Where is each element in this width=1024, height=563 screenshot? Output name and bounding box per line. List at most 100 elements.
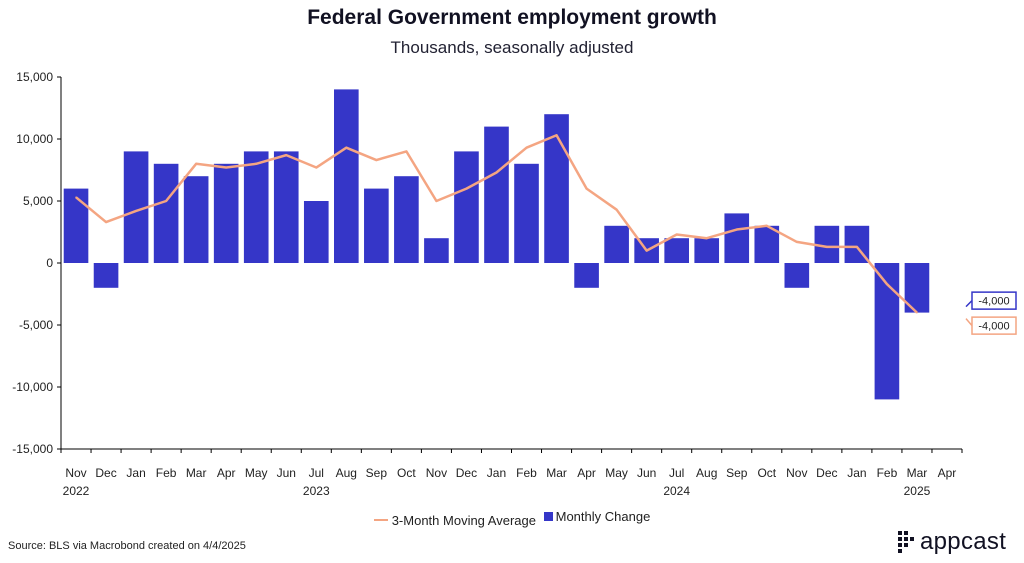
bar-monthly-change: [243, 151, 269, 263]
source-note: Source: BLS via Macrobond created on 4/4…: [8, 540, 246, 552]
moving-average-point: [225, 166, 227, 169]
moving-average-point: [525, 146, 528, 149]
moving-average-point: [826, 246, 828, 248]
x-tick-label: Feb: [516, 466, 537, 480]
bar-monthly-change: [273, 151, 299, 263]
moving-average-point: [435, 200, 438, 202]
moving-average-point: [615, 208, 618, 211]
moving-average-point: [765, 225, 768, 227]
x-tick-label: Feb: [877, 466, 898, 480]
x-tick-label: Oct: [757, 466, 776, 480]
x-tick-label: Apr: [217, 466, 236, 480]
moving-average-point: [105, 221, 107, 223]
x-tick-label: Nov: [426, 466, 447, 480]
x-tick-label: May: [605, 466, 628, 480]
x-tick-label: Aug: [696, 466, 717, 480]
x-tick-label: Mar: [907, 466, 928, 480]
moving-average-point: [675, 233, 678, 236]
bar-monthly-change: [484, 126, 509, 263]
bar-monthly-change: [694, 238, 720, 263]
x-tick-label: Jul: [309, 466, 324, 480]
moving-average-point: [135, 210, 137, 212]
bar-monthly-change: [604, 225, 629, 263]
bar-monthly-change: [63, 188, 89, 263]
x-tick-label: Dec: [95, 466, 116, 480]
x-axis: Nov Dec Jan Feb Mar Apr May Jun Jul Aug Sep Oct Nov D…: [60, 448, 963, 498]
legend-item-moving-average: 3-Month Moving Average: [373, 513, 536, 528]
y-tick-label: -5,000: [19, 318, 53, 332]
bar-monthly-change: [574, 263, 599, 288]
chart-title: Federal Government employment growth: [307, 6, 717, 29]
moving-average-point: [345, 146, 348, 149]
y-tick-label: 0: [46, 256, 53, 270]
x-tick-label: Jan: [847, 466, 866, 480]
y-tick-label: 15,000: [16, 70, 53, 84]
appcast-brand-text: appcast: [920, 528, 1007, 555]
x-tick-label: Nov: [786, 466, 807, 480]
bars: [63, 89, 930, 400]
moving-average-point: [886, 283, 888, 285]
x-tick-label: Apr: [938, 466, 957, 480]
x-tick-label: Jan: [126, 466, 145, 480]
moving-average-point: [495, 171, 498, 174]
bar-monthly-change: [153, 163, 179, 263]
x-tick-label: Dec: [456, 466, 477, 480]
bar-monthly-change: [303, 201, 329, 263]
moving-average-point: [585, 187, 588, 190]
y-axis: 15,000 10,000 5,000 0 -5,000 -10,000 -15,000: [12, 70, 62, 456]
x-tick-label: Jul: [669, 466, 684, 480]
bar-monthly-change: [454, 151, 479, 263]
legend: 3-Month Moving Average Monthly Change: [0, 509, 1024, 528]
y-tick-label: -10,000: [12, 380, 53, 394]
moving-average-point: [255, 163, 258, 165]
moving-average-point: [405, 150, 408, 153]
y-tick-label: 10,000: [16, 132, 53, 146]
bar-monthly-change: [724, 213, 750, 263]
x-tick-label: Aug: [336, 466, 357, 480]
y-tick-label: -15,000: [12, 442, 53, 456]
x-tick-label: Sep: [366, 466, 388, 480]
x-tick-label: Mar: [546, 466, 567, 480]
bar-monthly-change: [394, 176, 419, 263]
chart-area: 15,000 10,000 5,000 0 -5,000 -10,000 -15,000 N…: [12, 70, 1017, 498]
bar-monthly-change: [514, 163, 539, 263]
x-year-label: 2025: [904, 484, 931, 498]
bar-swatch-icon: [543, 512, 553, 521]
bar-monthly-change: [334, 89, 359, 264]
x-tick-label: May: [245, 466, 268, 480]
x-tick-label: Nov: [65, 466, 86, 480]
end-label-moving-average-text: -4,000: [978, 321, 1009, 333]
y-tick-label: 5,000: [23, 194, 53, 208]
moving-average-point: [645, 249, 648, 252]
moving-average-point: [856, 246, 858, 248]
x-year-label: 2022: [63, 484, 90, 498]
bar-monthly-change: [213, 163, 239, 263]
legend-bar-label: Monthly Change: [555, 509, 651, 524]
bar-monthly-change: [754, 225, 780, 263]
bar-monthly-change: [93, 263, 119, 288]
appcast-logo: appcast: [898, 528, 1006, 556]
x-tick-label: Jan: [487, 466, 506, 480]
bar-monthly-change: [784, 263, 810, 288]
moving-average-point: [735, 228, 738, 231]
moving-average-point: [195, 163, 197, 165]
moving-average-point: [375, 159, 378, 161]
moving-average-point: [916, 311, 918, 314]
x-tick-label: Feb: [156, 466, 177, 480]
bar-monthly-change: [664, 238, 689, 263]
end-label-monthly-change-box: [965, 291, 1017, 310]
appcast-grid-icon: [898, 531, 914, 553]
moving-average-point: [165, 200, 167, 202]
x-tick-label: Mar: [186, 466, 207, 480]
x-tick-label: Oct: [397, 466, 416, 480]
x-year-label: 2023: [303, 484, 330, 498]
bar-monthly-change: [183, 176, 209, 263]
moving-average-line-group: [75, 134, 918, 314]
legend-item-monthly-change: Monthly Change: [543, 509, 651, 524]
end-label-monthly-change-text: -4,000: [978, 296, 1009, 308]
x-tick-label: Apr: [577, 466, 596, 480]
line-swatch-icon: [373, 519, 388, 521]
moving-average-point: [555, 134, 558, 137]
chart-subtitle: Thousands, seasonally adjusted: [390, 38, 634, 57]
x-tick-label: Jun: [637, 466, 656, 480]
